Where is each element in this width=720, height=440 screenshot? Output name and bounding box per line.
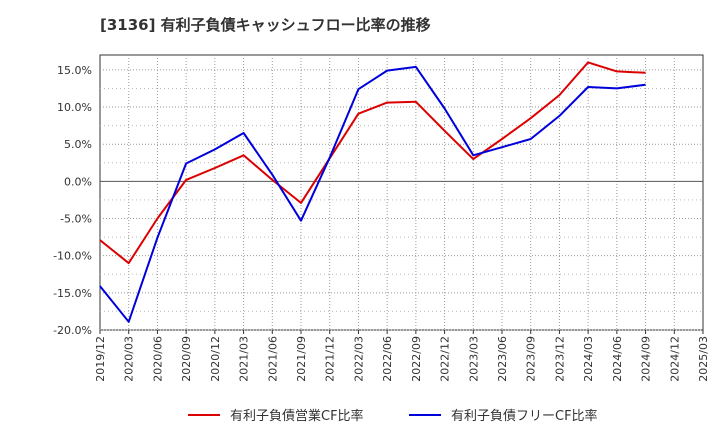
y-tick-label: -20.0% [53, 324, 92, 337]
plot-area [99, 54, 704, 331]
y-tick-label: -10.0% [53, 250, 92, 263]
x-tick-label: 2023/03 [467, 336, 480, 382]
y-tick-label: -15.0% [53, 287, 92, 300]
x-tick-label: 2019/12 [94, 336, 107, 382]
x-tick-label: 2022/03 [352, 336, 365, 382]
x-tick-label: 2021/09 [295, 336, 308, 382]
x-tick-label: 2020/06 [151, 336, 164, 382]
y-tick-label: 5.0% [64, 138, 92, 151]
legend-label-2: 有利子負債フリーCF比率 [451, 408, 598, 424]
x-tick-label: 2021/12 [324, 336, 337, 382]
chart-title: [3136] 有利子負債キャッシュフロー比率の推移 [100, 16, 431, 34]
x-tick-label: 2024/06 [611, 336, 624, 382]
x-tick-label: 2022/06 [381, 336, 394, 382]
x-tick-label: 2021/03 [238, 336, 251, 382]
x-tick-label: 2020/03 [123, 336, 136, 382]
x-tick-label: 2023/09 [525, 336, 538, 382]
y-tick-label: 15.0% [57, 64, 92, 77]
legend-label-1: 有利子負債営業CF比率 [230, 408, 364, 424]
series-line-2 [99, 65, 646, 323]
x-tick-label: 2022/09 [410, 336, 423, 382]
series-line-1 [99, 61, 646, 265]
x-tick-label: 2024/09 [640, 336, 653, 382]
x-tick-label: 2022/12 [439, 336, 452, 382]
x-tick-label: 2021/06 [266, 336, 279, 382]
x-tick-label: 2020/09 [180, 336, 193, 382]
y-tick-label: 0.0% [64, 175, 92, 188]
x-tick-label: 2023/06 [496, 336, 509, 382]
y-tick-label: 10.0% [57, 101, 92, 114]
x-tick-label: 2025/03 [697, 336, 710, 382]
x-tick-label: 2020/12 [209, 336, 222, 382]
x-tick-label: 2023/12 [553, 336, 566, 382]
x-tick-label: 2024/03 [582, 336, 595, 382]
y-tick-label: -5.0% [60, 213, 92, 226]
x-tick-label: 2024/12 [668, 336, 681, 382]
